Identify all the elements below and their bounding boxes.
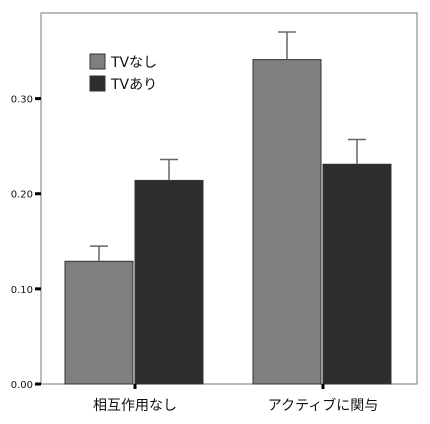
y-axis: 0.00 0.10 0.20 0.30 [11,95,41,391]
bar-1-0 [252,59,322,385]
x-tick-label-0: 相互作用なし [93,398,177,414]
error-bars-group [90,31,366,262]
y-tick-label-1: 0.10 [11,285,33,296]
legend: TVなし TVあり [89,53,157,93]
bar-0-0 [64,260,134,385]
legend-label-1: TVあり [110,77,157,93]
x-tick-label-1: アクティブに関与 [268,397,378,414]
x-axis: 相互作用なし アクティブに関与 [93,384,378,414]
legend-swatch-0 [89,53,106,70]
y-tick-label-0: 0.00 [11,380,33,391]
y-tick-label-3: 0.30 [11,95,33,106]
bar-1-1 [322,163,392,385]
bar-0-1 [134,179,204,385]
legend-swatch-1 [89,75,106,92]
y-tick-label-2: 0.20 [11,190,33,201]
legend-label-0: TVなし [110,55,157,71]
